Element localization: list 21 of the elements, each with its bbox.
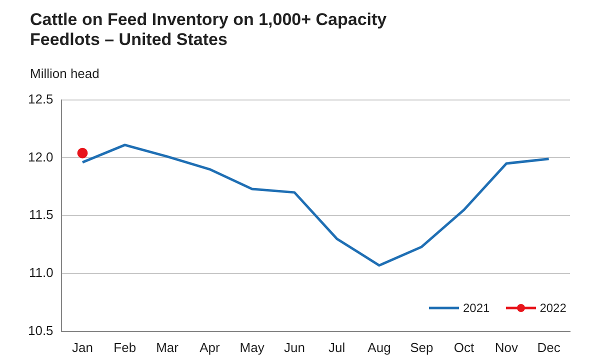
x-tick-label: Nov <box>494 340 518 355</box>
x-tick-label: Jul <box>328 340 346 355</box>
y-axis-title: Million head <box>30 66 100 81</box>
x-tick-label: Sep <box>410 340 434 355</box>
x-tick-label: Dec <box>537 340 561 355</box>
x-tick-label: Jan <box>72 340 93 355</box>
legend-label: 2022 <box>540 301 566 316</box>
x-tick-label: Feb <box>114 340 136 355</box>
y-tick-label: 10.5 <box>28 322 54 338</box>
chart-title: Cattle on Feed Inventory on 1,000+ Capacity Feedlots – United States <box>30 10 388 50</box>
x-tick-label: Aug <box>368 340 391 355</box>
y-tick-label: 12.5 <box>28 91 54 106</box>
x-tick-label: Jun <box>284 340 305 355</box>
x-tick-label: Oct <box>454 340 475 355</box>
x-tick-label: May <box>240 340 265 355</box>
x-tick-label: Apr <box>200 340 220 355</box>
x-tick-label: Mar <box>156 340 180 355</box>
y-tick-label: 11.0 <box>28 265 54 280</box>
legend-label: 2021 <box>463 301 490 316</box>
y-tick-label: 11.5 <box>28 207 54 222</box>
y-tick-label: 12.0 <box>28 149 54 164</box>
